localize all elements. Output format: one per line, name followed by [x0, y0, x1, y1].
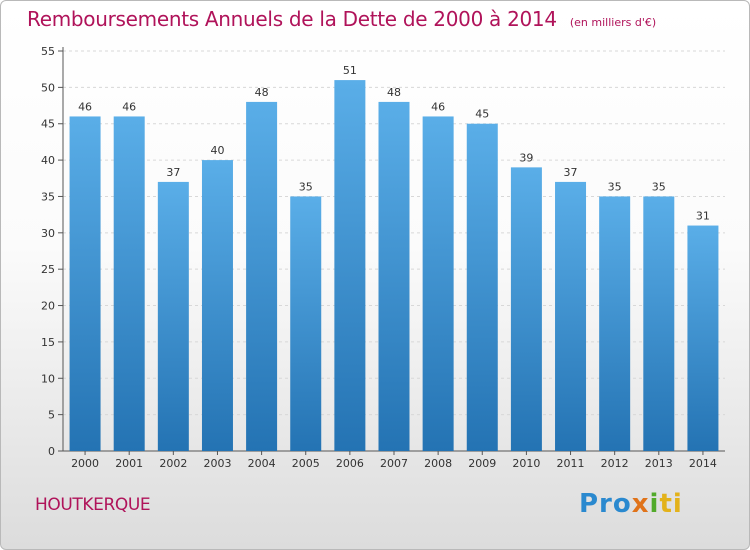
bar-value-label: 46 [78, 100, 92, 113]
bar-value-label: 48 [255, 86, 269, 99]
bar [113, 116, 145, 452]
logo-part-4: ti [659, 489, 683, 519]
bar [643, 196, 675, 451]
y-tick-label: 15 [41, 336, 55, 349]
x-tick-label: 2012 [601, 457, 629, 470]
bar [422, 116, 454, 452]
bar [510, 167, 542, 451]
x-tick-label: 2007 [380, 457, 408, 470]
bar-value-label: 51 [343, 64, 357, 77]
x-tick-label: 2006 [336, 457, 364, 470]
bar [599, 196, 631, 451]
bar [378, 101, 410, 451]
bar-value-label: 35 [299, 180, 313, 193]
y-tick-label: 0 [48, 445, 55, 458]
y-tick-label: 5 [48, 409, 55, 422]
bar-value-label: 46 [122, 100, 136, 113]
y-tick-label: 40 [41, 154, 55, 167]
y-tick-label: 50 [41, 81, 55, 94]
bar [201, 160, 233, 451]
y-tick-label: 10 [41, 372, 55, 385]
y-tick-label: 25 [41, 263, 55, 276]
chart-unit-note: (en milliers d'€) [569, 16, 657, 29]
x-tick-label: 2010 [512, 457, 540, 470]
bar [555, 181, 587, 451]
city-label: HOUTKERQUE [35, 495, 151, 515]
chart-title-text: Remboursements Annuels de la Dette de 20… [27, 7, 557, 31]
x-tick-label: 2005 [292, 457, 320, 470]
bar [334, 80, 366, 451]
x-tick-label: 2002 [159, 457, 187, 470]
y-tick-label: 35 [41, 190, 55, 203]
bar-value-label: 45 [475, 108, 489, 121]
bar-value-label: 40 [210, 144, 224, 157]
proxiti-logo: Proxiti [579, 489, 683, 519]
bar [687, 225, 719, 451]
x-tick-label: 2004 [248, 457, 276, 470]
bar [290, 196, 322, 451]
x-tick-label: 2000 [71, 457, 99, 470]
y-tick-label: 30 [41, 227, 55, 240]
bar-value-label: 35 [652, 180, 666, 193]
bar-value-label: 46 [431, 100, 445, 113]
bar-value-label: 35 [608, 180, 622, 193]
x-tick-label: 2013 [645, 457, 673, 470]
x-tick-label: 2009 [468, 457, 496, 470]
bar-value-label: 37 [166, 166, 180, 179]
y-tick-label: 20 [41, 300, 55, 313]
bar-value-label: 39 [519, 151, 533, 164]
x-tick-label: 2008 [424, 457, 452, 470]
chart-title: Remboursements Annuels de la Dette de 20… [27, 7, 656, 31]
y-tick-label: 55 [41, 45, 55, 58]
logo-part-3: i [649, 489, 660, 519]
bar [69, 116, 101, 452]
bar [246, 101, 278, 451]
bar-value-label: 37 [564, 166, 578, 179]
logo-part-2: x [631, 489, 650, 519]
logo-part-1: Pro [579, 489, 632, 519]
x-tick-label: 2011 [557, 457, 585, 470]
bar [157, 181, 189, 451]
y-tick-label: 45 [41, 118, 55, 131]
x-tick-label: 2014 [689, 457, 717, 470]
bar-value-label: 48 [387, 86, 401, 99]
x-tick-label: 2003 [203, 457, 231, 470]
bar-value-label: 31 [696, 210, 710, 223]
x-tick-label: 2001 [115, 457, 143, 470]
bar [466, 123, 498, 452]
